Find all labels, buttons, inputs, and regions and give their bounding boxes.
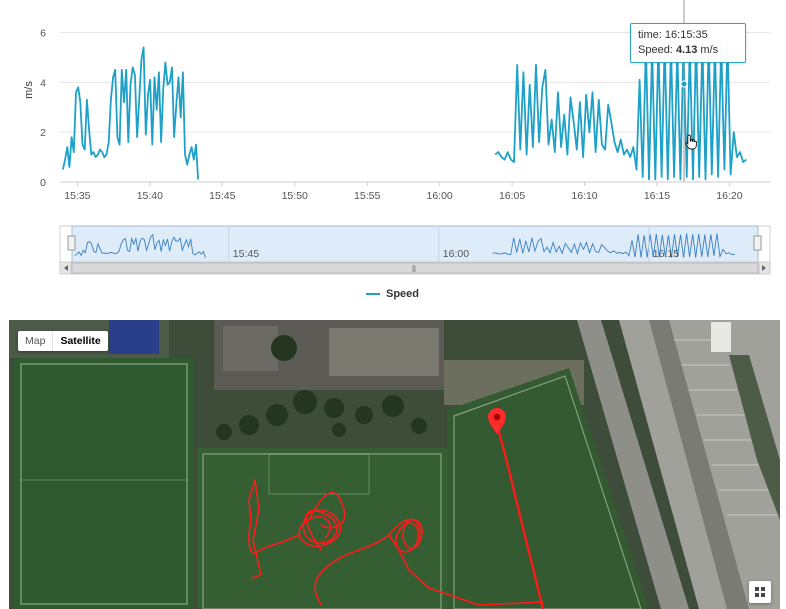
navigator-ticks: 15:45 16:00 16:15	[228, 226, 679, 262]
pitch-right-lines	[453, 375, 642, 609]
legend-speed-swatch	[366, 293, 380, 295]
road-secondary	[649, 320, 749, 609]
map-type-satellite-button[interactable]: Satellite	[52, 331, 107, 351]
x-tick-label: 16:10	[571, 190, 597, 202]
tooltip-time-row: time: 16:15:35	[638, 28, 738, 43]
navigator-tick-label: 16:00	[443, 248, 469, 260]
navigator-series-line	[492, 233, 736, 259]
x-tick-label: 16:15	[644, 190, 670, 202]
navigator-series	[74, 233, 736, 259]
hand-cursor-icon	[685, 134, 697, 150]
x-axis-ticks: 15:35 15:40 15:45 15:50 15:55 16:00 16:05 16:10…	[64, 182, 743, 202]
scroll-right-arrow-icon	[762, 265, 766, 271]
speed-chart-svg[interactable]: 0 2 4 6 15:35 15:40 15:45 15:50 15:55 16:00 16:05…	[0, 0, 786, 318]
tree-strip-right	[729, 355, 780, 520]
scroll-left-arrow-icon	[64, 265, 68, 271]
tooltip-time-value: 16:15:35	[664, 29, 708, 41]
tooltip-speed-label: Speed:	[638, 44, 673, 56]
y-tick-label: 6	[40, 27, 46, 39]
x-tick-label: 15:50	[282, 190, 308, 202]
map-type-control[interactable]: Map Satellite	[18, 331, 108, 351]
pitch-center-lines	[202, 453, 442, 609]
navigator-left-handle[interactable]	[67, 235, 76, 251]
satellite-map[interactable]: Map Satellite	[9, 320, 780, 609]
pitch-left-lines	[20, 363, 188, 605]
navigator-tick-label: 15:45	[233, 248, 259, 260]
legend-speed-label[interactable]: Speed	[386, 288, 420, 300]
chart-legend[interactable]: Speed	[366, 288, 419, 300]
x-tick-label: 16:20	[716, 190, 742, 202]
parking-lines	[674, 339, 777, 516]
building-block	[223, 326, 278, 371]
x-tick-label: 16:05	[499, 190, 525, 202]
blue-roof	[109, 320, 159, 354]
road-main	[577, 320, 689, 609]
hover-point	[680, 80, 688, 88]
speed-series-line[interactable]	[62, 46, 199, 180]
tooltip-speed-value: 4.13	[675, 44, 698, 56]
pitch-center-box	[268, 453, 370, 495]
grid-icon	[755, 587, 765, 597]
tooltip-time-label: time:	[638, 29, 662, 41]
scrollbar-grip-icon: ⦀	[412, 264, 416, 274]
navigator-right-handle[interactable]	[753, 235, 762, 251]
speed-series-line[interactable]	[494, 39, 747, 181]
x-tick-label: 15:55	[354, 190, 380, 202]
map-type-map-button[interactable]: Map	[25, 335, 46, 347]
pitch-center	[197, 448, 447, 609]
x-tick-label: 15:40	[137, 190, 163, 202]
navigator-scrollbar-thumb[interactable]	[71, 262, 759, 274]
y-axis-title: m/s	[23, 81, 35, 99]
tooltip-speed-unit: m/s	[700, 44, 719, 56]
cemetery-plots	[329, 328, 439, 376]
white-building	[711, 322, 731, 352]
x-tick-label: 15:45	[209, 190, 235, 202]
y-tick-label: 0	[40, 177, 46, 189]
tooltip-speed-row: Speed: 4.13 m/s	[638, 43, 738, 58]
chart-tooltip: time: 16:15:35 Speed: 4.13 m/s	[630, 23, 746, 63]
x-tick-label: 15:35	[64, 190, 90, 202]
map-imagery[interactable]	[9, 320, 780, 609]
speed-series[interactable]	[62, 39, 747, 181]
gps-track	[248, 422, 545, 609]
navigator-tick-label: 16:15	[653, 248, 679, 260]
map-corner-button[interactable]	[749, 581, 771, 603]
y-axis-ticks: 0 2 4 6	[40, 27, 46, 189]
y-tick-label: 2	[40, 127, 46, 139]
speed-chart[interactable]: 0 2 4 6 15:35 15:40 15:45 15:50 15:55 16:00 16:05…	[0, 0, 786, 318]
pitch-left	[14, 358, 194, 609]
tree-line	[216, 335, 427, 440]
x-tick-label: 16:00	[426, 190, 452, 202]
range-navigator[interactable]: 15:45 16:00 16:15 ⦀	[59, 225, 771, 275]
navigator-series-line	[74, 233, 206, 258]
map-pin-icon[interactable]	[488, 408, 506, 434]
y-tick-label: 4	[40, 77, 46, 89]
